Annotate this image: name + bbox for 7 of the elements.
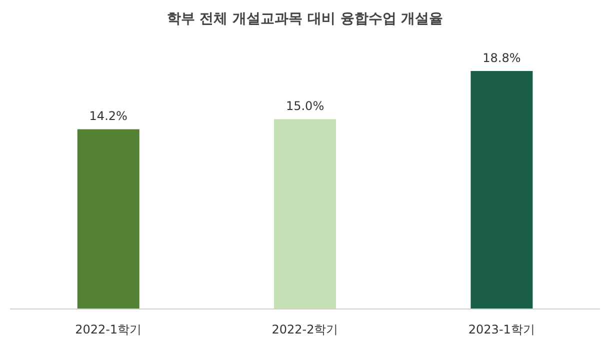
data-label: 14.2% (89, 109, 128, 124)
chart-title: 학부 전체 개설교과목 대비 융합수업 개설율 (166, 10, 444, 28)
data-label: 15.0% (286, 99, 324, 114)
x-tick-label: 2022-2학기 (272, 322, 338, 337)
x-tick-label: 2022-1학기 (75, 322, 142, 337)
data-label: 18.8% (482, 51, 521, 65)
x-tick-label: 2023-1학기 (468, 322, 535, 337)
